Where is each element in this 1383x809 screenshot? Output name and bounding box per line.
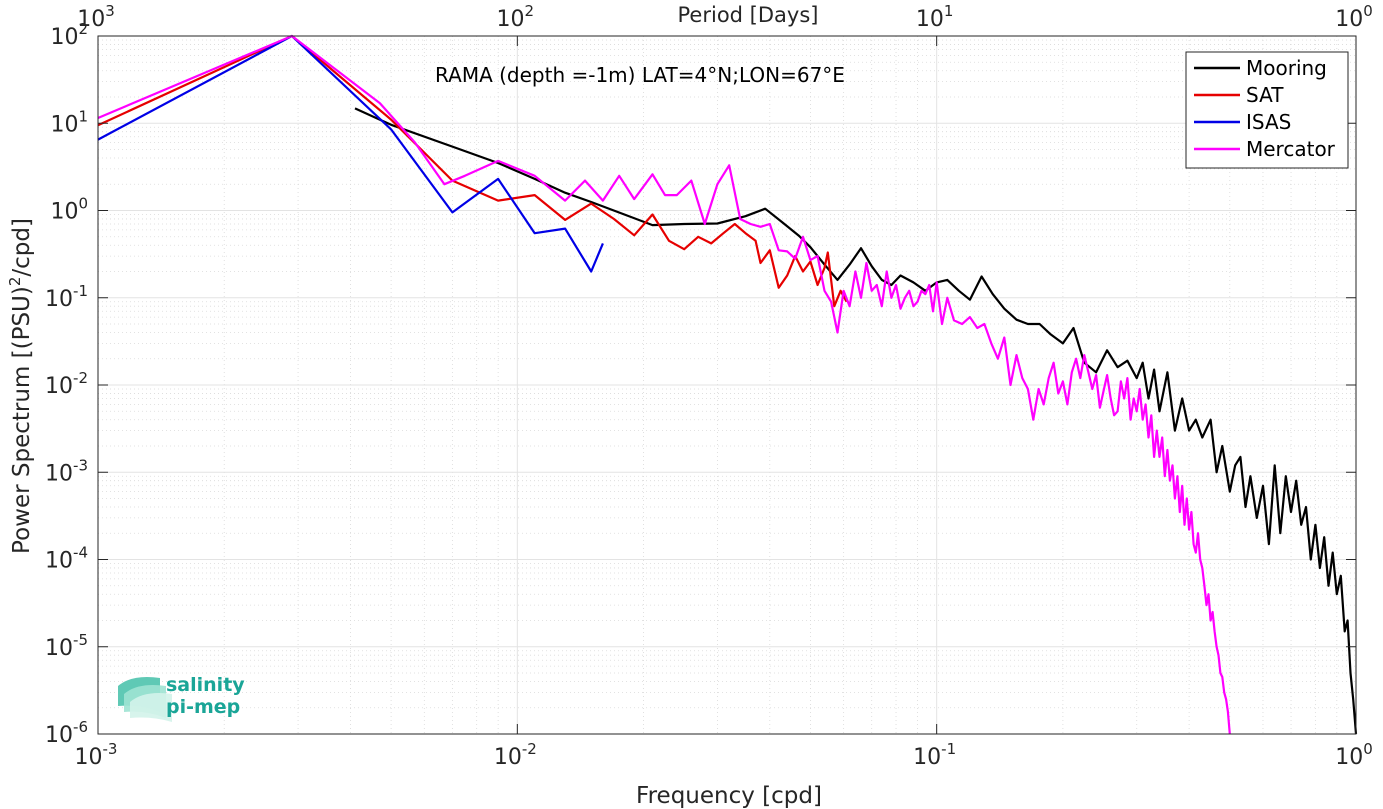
x-tick-label: 10-1	[913, 740, 956, 770]
y-tick-label: 10-6	[45, 718, 88, 748]
top-x-tick-label: 101	[916, 2, 954, 32]
y-tick-label: 10-1	[45, 282, 88, 312]
y-tick-label: 10-2	[45, 369, 88, 399]
y-axis-label-sup: 2	[6, 277, 24, 287]
top-x-axis-label: Period [Days]	[678, 3, 819, 27]
series-line-mooring	[354, 107, 1358, 735]
chart-annotation: RAMA (depth =-1m) LAT=4°N;LON=67°E	[435, 63, 845, 87]
y-tick-label: 102	[50, 20, 88, 50]
legend: Mooring SAT ISAS Mercator	[1185, 51, 1349, 169]
y-tick-label: 10-5	[45, 631, 88, 661]
series-line-sat	[97, 34, 848, 308]
logo-text-line1: salinity	[166, 674, 245, 696]
x-tick-label: 10-3	[75, 740, 118, 770]
series-line-isas	[97, 34, 604, 273]
top-x-tick-label: 100	[1335, 2, 1373, 32]
x-axis-label: Frequency [cpd]	[636, 783, 822, 809]
top-x-tick-label: 102	[497, 2, 535, 32]
y-tick-label: 100	[50, 195, 88, 225]
series-line-mercator	[97, 34, 1231, 735]
y-tick-label: 101	[50, 107, 88, 137]
salinity-pi-mep-logo: salinity pi-mep	[118, 674, 245, 722]
top-x-tick-label: 103	[77, 2, 115, 32]
y-axis-label-part2: /cpd]	[9, 218, 35, 277]
legend-label-mooring: Mooring	[1246, 56, 1327, 80]
legend-label-sat: SAT	[1246, 83, 1284, 107]
plot-area	[97, 34, 1358, 735]
y-axis-label: Power Spectrum [(PSU)2/cpd]	[6, 218, 35, 554]
y-axis-label-part1: Power Spectrum [(PSU)	[9, 286, 35, 554]
y-tick-label: 10-4	[45, 544, 88, 574]
x-tick-label: 10-2	[494, 740, 537, 770]
logo-wave-icon-3	[130, 693, 172, 722]
legend-label-mercator: Mercator	[1246, 137, 1336, 161]
grid	[97, 35, 1357, 735]
logo-text-line2: pi-mep	[166, 696, 240, 718]
x-tick-label: 100	[1335, 740, 1373, 770]
legend-label-isas: ISAS	[1246, 110, 1291, 134]
y-tick-label: 10-3	[45, 456, 88, 486]
